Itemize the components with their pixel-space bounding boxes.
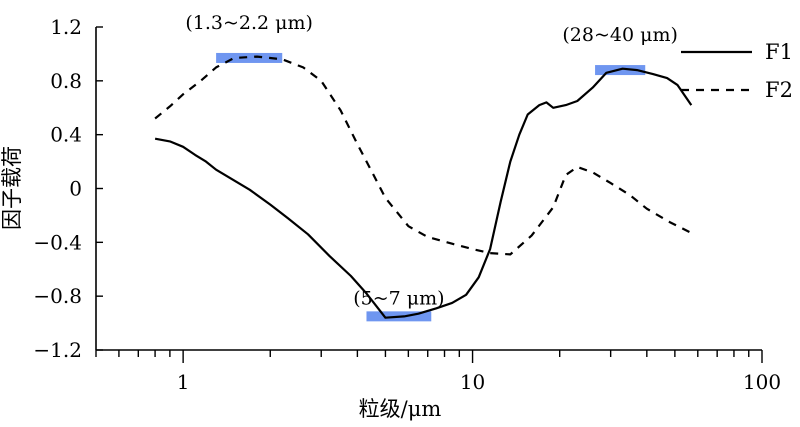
series-line-f1 [154,67,693,319]
annotation-label: (1.3~2.2 μm) [185,12,313,34]
y-tick-label: −0.8 [33,284,82,308]
y-axis-label: 因子载荷 [0,146,24,230]
legend-label-f1: F1 [765,40,793,64]
highlight-bands [216,52,646,322]
annotation-label: (5~7 μm) [353,287,444,309]
highlight-band [216,52,283,63]
x-tick-label: 10 [460,370,485,394]
x-tick-label: 100 [743,370,781,394]
legend-label-f2: F2 [765,78,793,102]
axes: 1.2 0.8 0.4 0 −0.4 −0.8 −1.2 1 10 100 [33,15,781,394]
y-tick-label: 1.2 [50,15,82,39]
annotations: (1.3~2.2 μm) (5~7 μm) (28~40 μm) [185,12,678,309]
x-axis-label: 粒级/μm [359,397,442,421]
y-tick-label: 0.8 [50,69,82,93]
legend: F1 F2 [681,40,793,102]
y-tick-label: −1.2 [33,338,82,362]
annotation-label: (28~40 μm) [562,24,678,46]
x-tick-label: 1 [177,370,190,394]
y-tick-label: 0.4 [50,123,82,147]
series-line-f2 [154,55,692,256]
y-tick-label: −0.4 [33,230,82,254]
series-lines [154,55,693,319]
y-tick-label: 0 [69,177,82,201]
